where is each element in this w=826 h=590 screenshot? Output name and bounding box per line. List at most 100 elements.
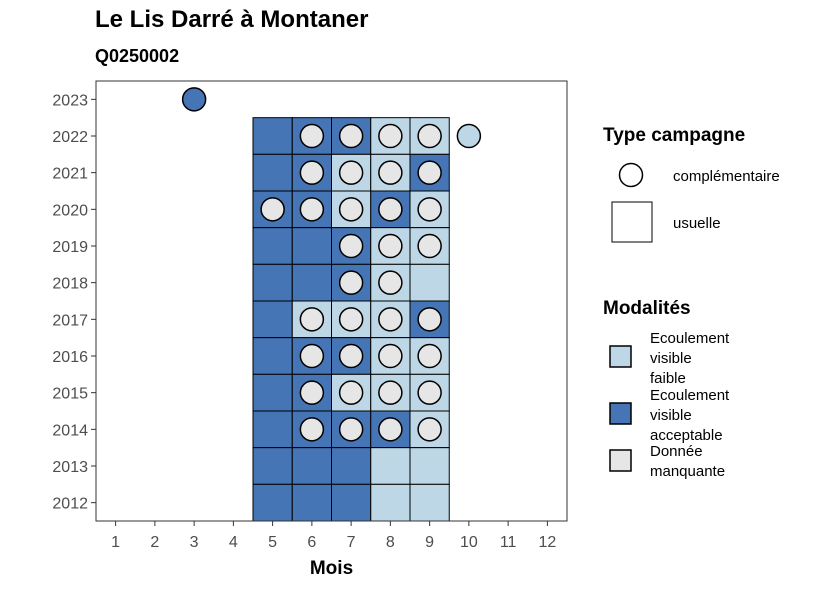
- complementary-points-layer: [181, 87, 482, 442]
- usual-cell: [291, 263, 332, 302]
- x-tick-label: 11: [500, 534, 517, 551]
- y-tick-label: 2012: [52, 496, 88, 513]
- plot-panel-border: [95, 80, 568, 522]
- usual-cell: [291, 227, 332, 265]
- complementary-point: [417, 380, 442, 405]
- usual-cell: [252, 337, 293, 375]
- legend: Type campagne complémentaire usuelle Modali…: [603, 125, 780, 480]
- x-tick-label: 1: [111, 534, 120, 551]
- legend-type-usuelle: usuelle: [673, 215, 721, 232]
- complementary-point: [378, 160, 403, 185]
- complementary-point: [378, 380, 403, 405]
- x-tick-label: 7: [347, 534, 356, 551]
- complementary-point: [299, 123, 325, 149]
- legend-modalite-label: acceptable: [650, 427, 723, 444]
- usual-cell: [409, 447, 450, 485]
- complementary-point: [299, 417, 325, 442]
- x-tick-label: 5: [268, 534, 277, 551]
- complementary-point: [299, 380, 325, 405]
- usual-cell: [331, 447, 372, 485]
- complementary-point: [378, 270, 403, 295]
- usual-cell: [252, 447, 293, 485]
- complementary-point: [378, 197, 403, 222]
- legend-circle-key: [618, 162, 644, 188]
- legend-modalite-label: Ecoulement: [650, 387, 730, 404]
- chart-title: Le Lis Darré à Montaner: [95, 6, 369, 33]
- legend-modalite-key: [609, 449, 632, 472]
- complementary-point: [260, 197, 285, 222]
- y-tick-label: 2018: [52, 276, 88, 293]
- usual-cell: [409, 483, 450, 522]
- complementary-point: [338, 417, 364, 442]
- x-tick-label: 12: [538, 534, 556, 551]
- usual-cell: [291, 447, 332, 485]
- usual-cell: [252, 483, 293, 522]
- legend-modalite-label: faible: [650, 370, 686, 387]
- y-tick-label: 2019: [52, 239, 88, 256]
- usual-cell: [252, 410, 293, 449]
- usual-cell: [291, 483, 332, 522]
- legend-modalite-key: [609, 402, 632, 425]
- x-tick-label: 10: [460, 534, 478, 551]
- complementary-point: [417, 197, 442, 222]
- usual-cell: [252, 300, 293, 339]
- usual-cell: [331, 483, 372, 522]
- complementary-point: [181, 87, 207, 112]
- usual-cell: [252, 153, 293, 192]
- legend-modalite-label: manquante: [650, 463, 725, 480]
- complementary-point: [417, 123, 442, 149]
- complementary-point: [338, 380, 364, 405]
- complementary-point: [299, 343, 325, 369]
- x-tick-label: 6: [307, 534, 316, 551]
- complementary-point: [338, 270, 364, 295]
- x-axis-title: Mois: [310, 558, 353, 579]
- x-tick-label: 8: [386, 534, 395, 551]
- complementary-point: [378, 343, 403, 369]
- complementary-point: [417, 417, 442, 442]
- x-tick-label: 2: [150, 534, 159, 551]
- chart-subtitle: Q0250002: [95, 46, 180, 66]
- y-tick-label: 2017: [52, 312, 88, 329]
- complementary-point: [299, 197, 325, 222]
- x-tick-label: 3: [190, 534, 199, 551]
- complementary-point: [417, 343, 442, 369]
- usual-cell: [370, 447, 411, 485]
- legend-modalite-label: visible: [650, 350, 692, 367]
- complementary-point: [338, 197, 364, 222]
- y-tick-label: 2016: [52, 349, 88, 366]
- complementary-point: [299, 160, 325, 185]
- y-tick-label: 2021: [52, 166, 88, 183]
- complementary-point: [378, 123, 403, 149]
- legend-type-complementaire: complémentaire: [673, 168, 780, 185]
- complementary-point: [378, 417, 403, 442]
- complementary-point: [338, 343, 364, 369]
- y-axis: 2012 2013 2014 2015 2016 2017 2018 2019 2020 2021…: [52, 92, 96, 513]
- complementary-point: [378, 307, 403, 332]
- y-tick-label: 2013: [52, 459, 88, 476]
- y-tick-label: 2023: [52, 92, 88, 109]
- x-axis: 1 2 3 4 5 6 7 8 9 10 11 12: [111, 521, 556, 551]
- y-tick-label: 2022: [52, 129, 88, 146]
- complementary-point: [338, 233, 364, 259]
- y-tick-label: 2020: [52, 202, 88, 219]
- y-tick-label: 2015: [52, 386, 88, 403]
- x-tick-label: 9: [425, 534, 434, 551]
- y-tick-label: 2014: [52, 422, 88, 439]
- complementary-point: [338, 307, 364, 332]
- complementary-point: [456, 123, 482, 149]
- complementary-point: [299, 307, 325, 332]
- legend-modalite-label: Ecoulement: [650, 330, 730, 347]
- legend-modalite-key: [609, 345, 632, 368]
- complementary-point: [417, 160, 442, 185]
- legend-modalite-label: Donnée: [650, 443, 703, 460]
- usual-cell: [252, 227, 293, 265]
- complementary-point: [417, 307, 442, 332]
- legend-modalite-label: visible: [650, 407, 692, 424]
- usual-cell: [252, 263, 293, 302]
- usual-cell: [252, 117, 293, 155]
- complementary-point: [378, 233, 403, 259]
- complementary-point: [417, 233, 442, 259]
- legend-type-title: Type campagne: [603, 125, 745, 146]
- legend-modalites-title: Modalités: [603, 298, 691, 319]
